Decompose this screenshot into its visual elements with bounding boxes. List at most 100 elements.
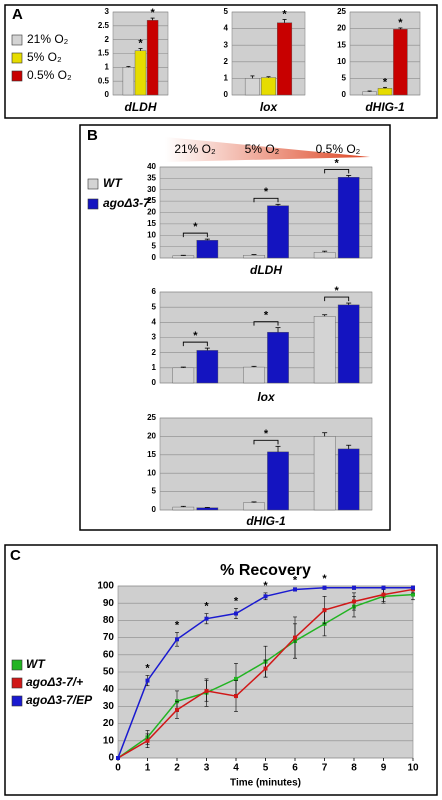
bar: [146, 20, 159, 96]
panel-label: B: [87, 127, 98, 144]
y-tick-label: 10: [103, 735, 115, 746]
bar: [243, 502, 265, 511]
y-tick-label: 20: [147, 432, 156, 441]
legend-label: WT: [103, 176, 123, 190]
y-tick-label: 15: [147, 219, 156, 228]
y-tick-label: 0: [342, 90, 347, 99]
bar: [267, 451, 289, 511]
y-tick-label: 20: [103, 718, 115, 729]
significance-star: *: [150, 7, 155, 19]
y-tick-label: 3: [224, 40, 229, 49]
bar: [267, 331, 289, 384]
x-tick-label: 6: [292, 763, 298, 774]
legend-label: 21% O₂: [27, 32, 69, 46]
significance-star: *: [234, 595, 239, 607]
point: [234, 694, 238, 699]
point: [116, 756, 120, 760]
y-tick-label: 30: [147, 185, 156, 194]
point: [234, 611, 238, 616]
bar: [172, 255, 195, 259]
bar: [196, 350, 219, 384]
y-tick-label: 40: [147, 162, 156, 171]
significance-star: *: [193, 221, 198, 233]
x-tick-label: 8: [351, 763, 357, 774]
plot-area: [159, 417, 373, 511]
bar: [337, 448, 360, 511]
significance-star: *: [383, 76, 388, 88]
panel-a-frame: [4, 4, 438, 119]
legend-swatch: [87, 178, 99, 190]
y-tick-label: 3: [105, 7, 110, 16]
oxygen-label: 0.5% O₂: [316, 142, 361, 156]
panel-label: C: [10, 547, 21, 564]
bar: [243, 255, 265, 259]
y-tick-label: 2: [152, 348, 157, 357]
point: [293, 635, 297, 640]
y-tick-label: 2: [105, 35, 110, 44]
point: [175, 637, 179, 642]
x-tick-label: 3: [204, 763, 210, 774]
point: [352, 599, 356, 604]
y-tick-label: 6: [152, 287, 157, 296]
y-tick-label: 5: [152, 302, 157, 311]
x-axis-label: dLDH: [250, 263, 282, 277]
x-tick-label: 2: [174, 763, 180, 774]
legend-label: agoΔ3-7/+: [26, 675, 83, 689]
significance-star: *: [145, 662, 150, 674]
bar: [393, 29, 408, 96]
bar: [267, 205, 289, 259]
bar: [313, 252, 336, 259]
y-tick-label: 3: [152, 333, 157, 342]
bar: [134, 50, 147, 96]
x-tick-label: 10: [407, 763, 419, 774]
y-tick-label: 2.5: [98, 21, 110, 30]
y-tick-label: 10: [337, 57, 346, 66]
significance-star: *: [282, 8, 287, 20]
panel-c-frame: [4, 544, 438, 796]
significance-star: *: [264, 186, 269, 198]
significance-star: *: [264, 428, 269, 440]
legend-swatch: [11, 52, 23, 64]
point: [381, 585, 386, 590]
point: [234, 676, 238, 681]
y-tick-label: 0: [105, 90, 110, 99]
significance-star: *: [335, 285, 340, 297]
point: [381, 592, 386, 597]
plot-area: [349, 11, 421, 96]
bar: [261, 77, 277, 96]
point: [322, 608, 327, 613]
bar: [377, 88, 393, 96]
y-tick-label: 10: [147, 468, 156, 477]
y-tick-label: 10: [147, 230, 156, 239]
point: [352, 585, 356, 590]
y-tick-label: 0: [224, 90, 229, 99]
y-tick-label: 25: [147, 196, 156, 205]
oxygen-label: 5% O₂: [245, 142, 280, 156]
y-tick-label: 5: [152, 242, 157, 251]
significance-bracket: [253, 321, 279, 326]
point: [204, 688, 209, 693]
point: [411, 585, 415, 590]
bar: [313, 436, 336, 511]
significance-bracket: [253, 439, 279, 445]
legend-label: agoΔ3-7: [103, 196, 151, 210]
legend-label: 5% O₂: [27, 50, 62, 64]
y-tick-label: 4: [152, 317, 157, 326]
y-tick-label: 80: [103, 615, 115, 626]
legend-label: agoΔ3-7/EP: [26, 693, 93, 707]
bar: [196, 507, 219, 511]
point: [263, 666, 268, 671]
legend-swatch: [11, 70, 23, 82]
bar: [243, 366, 265, 384]
x-axis-label: lox: [257, 390, 276, 404]
point: [145, 678, 150, 683]
significance-star: *: [193, 330, 198, 342]
y-tick-label: 40: [103, 684, 115, 695]
y-tick-label: 70: [103, 632, 115, 643]
legend-swatch: [87, 198, 99, 210]
significance-star: *: [264, 310, 269, 322]
x-tick-label: 0: [115, 763, 121, 774]
y-tick-label: 1: [105, 62, 110, 71]
significance-star: *: [204, 600, 209, 612]
